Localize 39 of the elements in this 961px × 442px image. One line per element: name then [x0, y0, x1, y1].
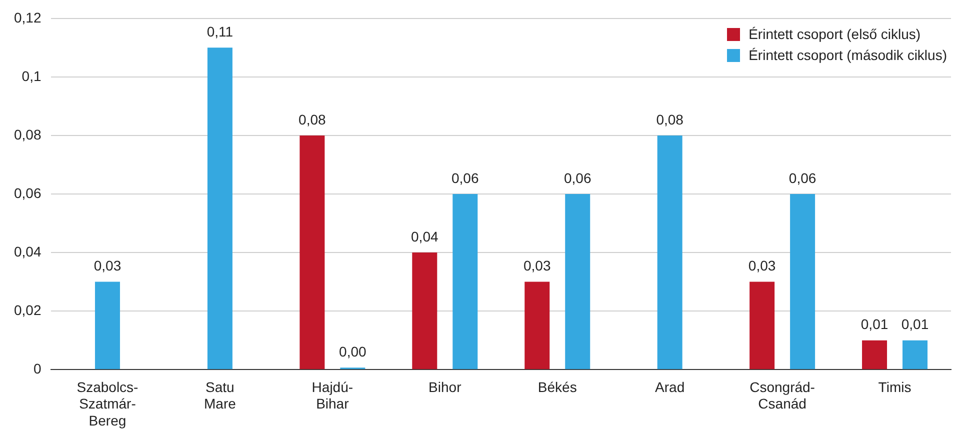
- data-label: 0,08: [656, 111, 684, 128]
- x-tick-label: Arad: [655, 378, 685, 395]
- bar: [452, 194, 478, 370]
- y-tick-label: 0,04: [14, 243, 42, 260]
- x-tick-label: Békés: [538, 378, 577, 395]
- data-label: 0,03: [94, 258, 122, 274]
- data-label: 0,06: [788, 170, 816, 186]
- data-label: 0,03: [523, 258, 551, 274]
- data-label: 0,06: [452, 170, 479, 186]
- data-label: 0,01: [901, 316, 929, 332]
- data-label: 0,08: [298, 111, 326, 128]
- bar: [862, 340, 888, 370]
- data-label: 0,04: [411, 228, 438, 244]
- data-label: 0,11: [206, 24, 234, 40]
- x-tick-label: Bihor: [428, 378, 462, 395]
- y-tick-label: 0,02: [14, 302, 42, 318]
- bar: [902, 340, 928, 370]
- x-tick-label: Csongrád-Csanád: [750, 378, 816, 412]
- data-label: 0,03: [748, 258, 776, 274]
- y-tick-label: 0,1: [22, 68, 42, 84]
- x-tick-label: Szabolcs-Szatmár-Bereg: [76, 378, 139, 428]
- bar: [412, 252, 438, 370]
- bar: [750, 282, 775, 370]
- legend-label: Érintett csoport (első ciklus): [748, 26, 921, 42]
- x-tick-label: Satu Mare: [204, 378, 236, 412]
- bar: [790, 194, 816, 370]
- y-tick-label: 0: [33, 360, 42, 376]
- x-tick-label: Hajdú-Bihar: [312, 378, 354, 412]
- bar: [565, 194, 590, 370]
- y-tick-label: 0,08: [14, 126, 42, 142]
- bar: [524, 282, 550, 370]
- legend-label: Érintett csoport (második ciklus): [748, 47, 947, 64]
- data-label: 0,01: [860, 316, 888, 332]
- data-label: 0,06: [564, 170, 592, 186]
- y-tick-label: 0,06: [14, 184, 42, 201]
- data-label: 0,00: [339, 343, 366, 360]
- y-tick-label: 0,12: [14, 9, 42, 26]
- x-tick-label: Timis: [878, 378, 912, 395]
- bar: [300, 135, 325, 370]
